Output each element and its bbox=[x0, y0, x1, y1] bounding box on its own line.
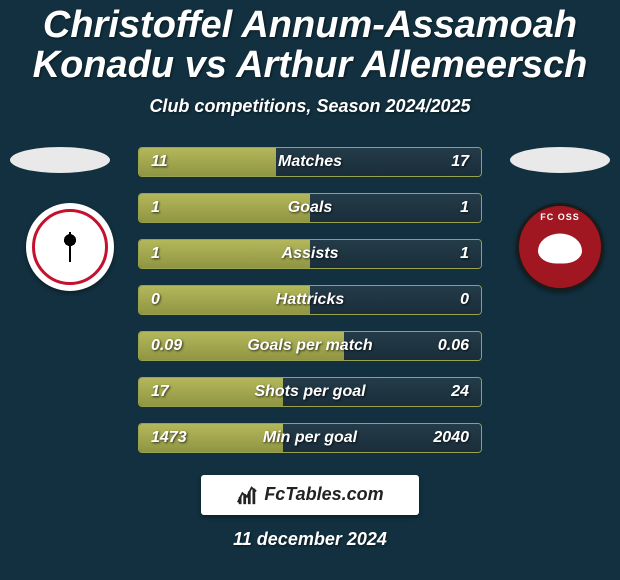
stat-bar: 0 0 Hattricks bbox=[138, 285, 482, 315]
date-label: 11 december 2024 bbox=[0, 529, 620, 550]
stat-value-left: 0 bbox=[151, 291, 160, 309]
player-right-oval bbox=[510, 147, 610, 173]
stat-value-left: 1 bbox=[151, 245, 160, 263]
stat-label: Goals per match bbox=[247, 337, 372, 355]
stat-value-left: 1473 bbox=[151, 429, 187, 447]
stat-bars: 1117Matches11Goals11Assists00Hattricks0.… bbox=[138, 147, 482, 453]
stat-bar: 11 17 Matches bbox=[138, 147, 482, 177]
stat-value-right: 24 bbox=[451, 383, 469, 401]
footer-badge[interactable]: FcTables.com bbox=[201, 475, 419, 515]
stat-value-left: 1 bbox=[151, 199, 160, 217]
stat-value-right: 1 bbox=[460, 199, 469, 217]
stat-bar: 1 1 Goals bbox=[138, 193, 482, 223]
stat-label: Goals bbox=[288, 199, 332, 217]
stat-value-left: 11 bbox=[151, 153, 168, 171]
stat-value-right: 0.06 bbox=[438, 337, 469, 355]
player-left-oval bbox=[10, 147, 110, 173]
stat-label: Hattricks bbox=[276, 291, 344, 309]
stat-value-right: 17 bbox=[451, 153, 469, 171]
barchart-icon bbox=[236, 484, 258, 506]
stat-label: Matches bbox=[278, 153, 342, 171]
subtitle: Club competitions, Season 2024/2025 bbox=[0, 96, 620, 117]
stat-label: Shots per goal bbox=[254, 383, 365, 401]
stat-value-right: 1 bbox=[460, 245, 469, 263]
stat-value-left: 0.09 bbox=[151, 337, 182, 355]
stat-label: Assists bbox=[282, 245, 339, 263]
fc-oss-crest-icon bbox=[516, 203, 604, 291]
stat-fill-left bbox=[139, 194, 310, 222]
stat-bar: 0.09 0.06 Goals per match bbox=[138, 331, 482, 361]
stat-bar: 17 24 Shots per goal bbox=[138, 377, 482, 407]
stat-bar: 1 1 Assists bbox=[138, 239, 482, 269]
stat-fill-right bbox=[310, 194, 481, 222]
stat-value-left: 17 bbox=[151, 383, 169, 401]
comparison-arena: 1117Matches11Goals11Assists00Hattricks0.… bbox=[0, 147, 620, 453]
stat-bar: 1473 2040 Min per goal bbox=[138, 423, 482, 453]
page-title: Christoffel Annum-Assamoah Konadu vs Art… bbox=[0, 0, 620, 86]
footer-site-label: FcTables.com bbox=[264, 484, 383, 505]
stat-label: Min per goal bbox=[263, 429, 357, 447]
stat-value-right: 2040 bbox=[433, 429, 469, 447]
ajax-crest-icon bbox=[26, 203, 114, 291]
stat-value-right: 0 bbox=[460, 291, 469, 309]
